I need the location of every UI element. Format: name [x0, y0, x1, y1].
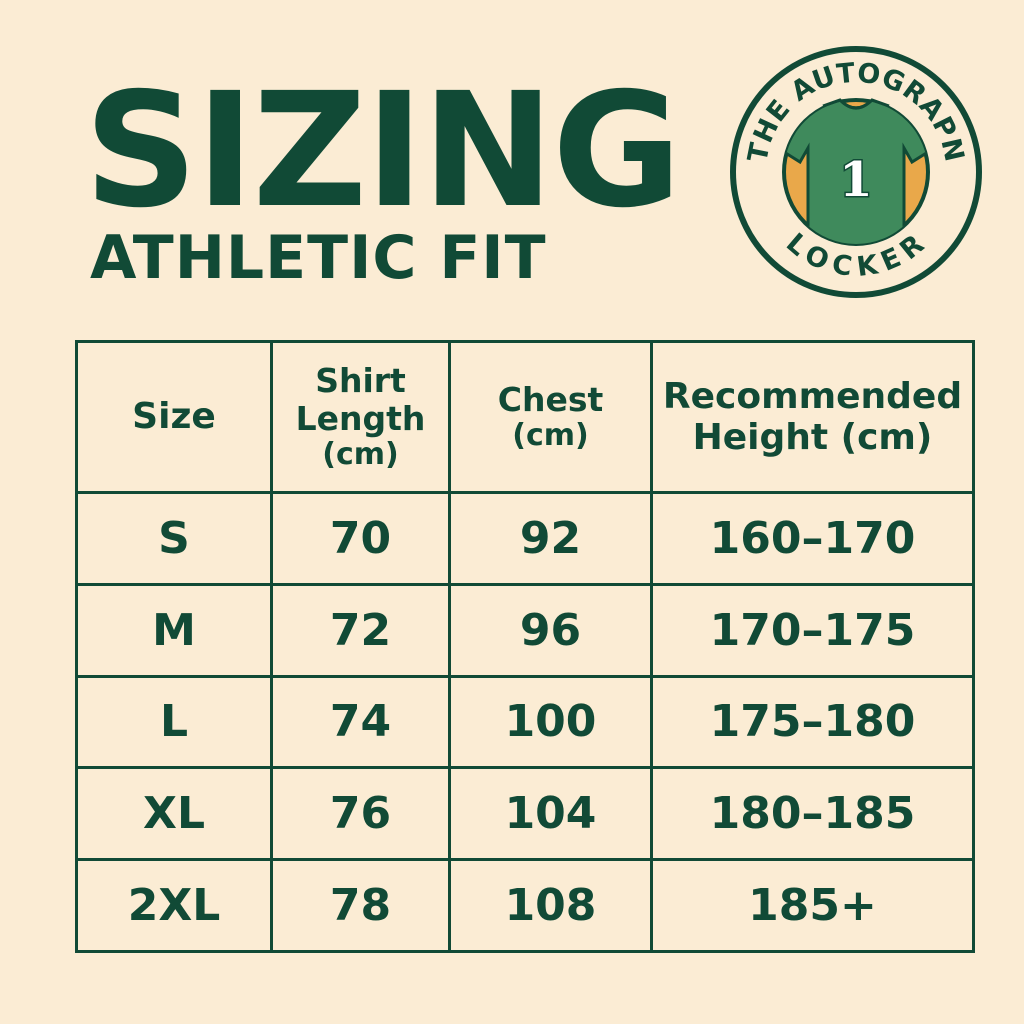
header-line: (cm) [322, 436, 399, 472]
header-line: Height (cm) [692, 417, 933, 458]
header-line: Recommended [662, 375, 963, 417]
cell-size: L [75, 674, 273, 770]
cell-size: M [75, 582, 273, 678]
cell-chest: 100 [448, 674, 653, 770]
column-header-recommended-height: Recommended Height (cm) [650, 340, 975, 494]
cell-size: S [75, 491, 273, 586]
header-line: Size [132, 396, 216, 438]
header-line: (cm) [512, 417, 589, 453]
cell-shirt-length: 72 [270, 582, 451, 678]
table-row: 2XL 78 108 185+ [75, 858, 975, 953]
table-row: M 72 96 170–175 [75, 582, 975, 678]
svg-text:1: 1 [839, 152, 872, 208]
page-subtitle: ATHLETIC FIT [90, 223, 547, 293]
table-row: S 70 92 160–170 [75, 491, 975, 586]
column-header-shirt-length: Shirt Length (cm) [270, 340, 451, 494]
cell-shirt-length: 70 [270, 491, 451, 586]
table-row: L 74 100 175–180 [75, 674, 975, 770]
header-line: Chest [497, 379, 604, 419]
cell-recommended-height: 180–185 [650, 766, 975, 862]
page-title: SIZING [84, 59, 682, 243]
cell-chest: 96 [448, 582, 653, 678]
cell-recommended-height: 160–170 [650, 491, 975, 586]
cell-recommended-height: 170–175 [650, 582, 975, 678]
column-header-chest: Chest (cm) [448, 340, 653, 494]
header-row: Size Shirt Length (cm) Chest (cm) Recommended H… [75, 340, 975, 494]
header-line: Length [295, 398, 426, 438]
column-header-size: Size [75, 340, 273, 494]
header-line: Shirt [315, 360, 406, 400]
cell-shirt-length: 78 [270, 858, 451, 953]
cell-shirt-length: 74 [270, 674, 451, 770]
cell-recommended-height: 185+ [650, 858, 975, 953]
table-row: XL 76 104 180–185 [75, 766, 975, 862]
cell-chest: 108 [448, 858, 653, 953]
size-table: Size Shirt Length (cm) Chest (cm) Recommended H… [75, 340, 975, 953]
cell-size: 2XL [75, 858, 273, 953]
cell-size: XL [75, 766, 273, 862]
cell-chest: 104 [448, 766, 653, 862]
brand-logo: 1 THE AUTOGRAPN LOCKER [730, 46, 982, 298]
cell-shirt-length: 76 [270, 766, 451, 862]
cell-chest: 92 [448, 491, 653, 586]
cell-recommended-height: 175–180 [650, 674, 975, 770]
